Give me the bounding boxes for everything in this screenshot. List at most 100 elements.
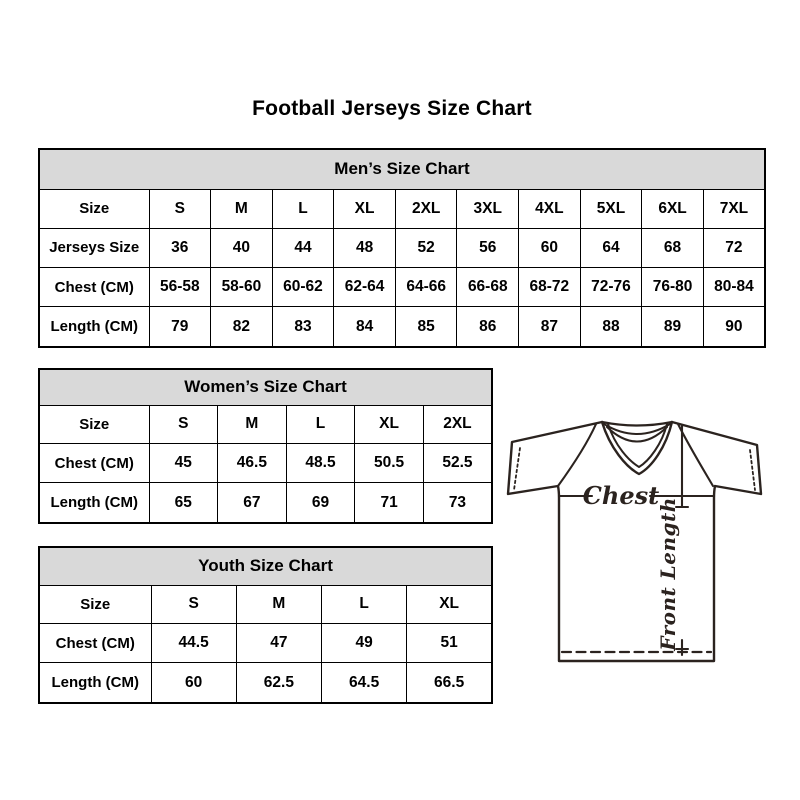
- mens-table-cell: 36: [148, 227, 212, 268]
- mens-row-label: Size: [38, 188, 150, 229]
- mens-row-label: Length (CM): [38, 306, 150, 348]
- mens-table-row: Chest (CM) 56-58 58-60 60-62 62-64 64-66 66-68…: [38, 266, 766, 308]
- mens-table-cell: 58-60: [210, 266, 273, 308]
- womens-table-title: Women’s Size Chart: [38, 368, 493, 406]
- left-cuff-stitch-line: [513, 447, 521, 491]
- chest-label: Chest: [583, 481, 659, 510]
- womens-row-label: Size: [38, 404, 150, 445]
- mens-table-cell: 56: [456, 227, 520, 268]
- womens-table-cell: 73: [422, 482, 493, 524]
- jersey-body-outline: [506, 420, 763, 663]
- mens-size-chart: Men’s Size Chart Size S M L XL 2XL 3XL 4XL 5XL 6XL…: [38, 148, 766, 348]
- mens-table-cell: 90: [702, 306, 766, 348]
- youth-table-row: Size S M L XL: [38, 584, 493, 625]
- youth-table-cell: XL: [406, 584, 493, 625]
- youth-table-cell: L: [320, 584, 408, 625]
- mens-table-cell: 85: [394, 306, 458, 348]
- womens-table-cell: S: [148, 404, 219, 445]
- mens-table-cell: L: [271, 188, 335, 229]
- womens-table-cell: 52.5: [422, 443, 493, 484]
- mens-table-cell: 83: [271, 306, 335, 348]
- youth-table-cell: 51: [406, 623, 493, 664]
- mens-table-cell: 4XL: [518, 188, 581, 229]
- mens-table-cell: 89: [641, 306, 704, 348]
- youth-table-cell: 66.5: [406, 662, 493, 704]
- page-title: Football Jerseys Size Chart: [252, 97, 532, 120]
- mens-table-cell: 82: [210, 306, 273, 348]
- mens-table-cell: 66-68: [456, 266, 520, 308]
- youth-table-cell: 44.5: [150, 623, 237, 664]
- mens-table-cell: 60: [518, 227, 581, 268]
- womens-table-cell: 48.5: [285, 443, 356, 484]
- mens-table-cell: 56-58: [148, 266, 212, 308]
- womens-table-row: Length (CM) 65 67 69 71 73: [38, 482, 493, 524]
- womens-table-cell: 65: [148, 482, 219, 524]
- womens-size-chart: Women’s Size Chart Size S M L XL 2XL Chest (CM)…: [38, 368, 493, 524]
- youth-table-cell: M: [235, 584, 323, 625]
- mens-table-title: Men’s Size Chart: [38, 148, 766, 190]
- mens-table-cell: M: [210, 188, 273, 229]
- womens-table-row: Size S M L XL 2XL: [38, 404, 493, 445]
- mens-table-cell: 62-64: [333, 266, 396, 308]
- youth-table-cell: 64.5: [320, 662, 408, 704]
- mens-row-label: Jerseys Size: [38, 227, 150, 268]
- front-length-label: Front Length: [656, 497, 680, 652]
- mens-table-cell: 84: [333, 306, 396, 348]
- mens-table-cell: 48: [333, 227, 396, 268]
- womens-table-cell: 69: [285, 482, 356, 524]
- youth-table-row: Chest (CM) 44.5 47 49 51: [38, 623, 493, 664]
- youth-row-label: Chest (CM): [38, 623, 152, 664]
- mens-table-cell: 52: [394, 227, 458, 268]
- jersey-measurement-diagram: Chest Front Length: [499, 412, 764, 672]
- womens-table-cell: 71: [354, 482, 424, 524]
- right-cuff-stitch-line: [749, 449, 756, 491]
- womens-table-cell: 46.5: [217, 443, 287, 484]
- mens-table-cell: 3XL: [456, 188, 520, 229]
- mens-table-cell: 6XL: [641, 188, 704, 229]
- right-sleeve-seam: [676, 422, 715, 488]
- mens-table-cell: 40: [210, 227, 273, 268]
- youth-table-cell: 49: [320, 623, 408, 664]
- mens-table-cell: 7XL: [702, 188, 766, 229]
- womens-row-label: Length (CM): [38, 482, 150, 524]
- womens-table-cell: 45: [148, 443, 219, 484]
- mens-table-cell: 72: [702, 227, 766, 268]
- mens-table-cell: 68-72: [518, 266, 581, 308]
- youth-table-cell: 47: [235, 623, 323, 664]
- mens-table-cell: 80-84: [702, 266, 766, 308]
- womens-table-cell: L: [285, 404, 356, 445]
- mens-table-cell: 44: [271, 227, 335, 268]
- mens-table-cell: 76-80: [641, 266, 704, 308]
- mens-row-label: Chest (CM): [38, 266, 150, 308]
- mens-table-cell: 87: [518, 306, 581, 348]
- mens-table-row: Size S M L XL 2XL 3XL 4XL 5XL 6XL 7XL: [38, 188, 766, 229]
- mens-table-cell: 88: [579, 306, 643, 348]
- collar-arc-inner-2: [606, 426, 668, 443]
- youth-table-cell: 60: [150, 662, 237, 704]
- mens-table-cell: 72-76: [579, 266, 643, 308]
- mens-table: Men’s Size Chart Size S M L XL 2XL 3XL 4XL 5XL 6XL…: [38, 148, 766, 348]
- mens-table-row: Length (CM) 79 82 83 84 85 86 87 88 89 90: [38, 306, 766, 348]
- mens-table-cell: 64-66: [394, 266, 458, 308]
- womens-table: Women’s Size Chart Size S M L XL 2XL Chest (CM)…: [38, 368, 493, 524]
- mens-table-cell: S: [148, 188, 212, 229]
- youth-table-row: Length (CM) 60 62.5 64.5 66.5: [38, 662, 493, 704]
- youth-table-title: Youth Size Chart: [38, 546, 493, 586]
- mens-table-cell: 5XL: [579, 188, 643, 229]
- youth-table-cell: 62.5: [235, 662, 323, 704]
- womens-table-cell: M: [217, 404, 287, 445]
- left-sleeve-seam: [556, 422, 598, 488]
- youth-table: Youth Size Chart Size S M L XL Chest (CM) 44.5 4…: [38, 546, 493, 704]
- mens-table-cell: 79: [148, 306, 212, 348]
- womens-table-cell: 50.5: [354, 443, 424, 484]
- mens-table-cell: 86: [456, 306, 520, 348]
- mens-table-cell: XL: [333, 188, 396, 229]
- womens-table-cell: 2XL: [422, 404, 493, 445]
- womens-table-cell: 67: [217, 482, 287, 524]
- mens-table-cell: 60-62: [271, 266, 335, 308]
- youth-row-label: Size: [38, 584, 152, 625]
- vneck-inner-line: [607, 423, 668, 468]
- womens-table-cell: XL: [354, 404, 424, 445]
- mens-table-cell: 68: [641, 227, 704, 268]
